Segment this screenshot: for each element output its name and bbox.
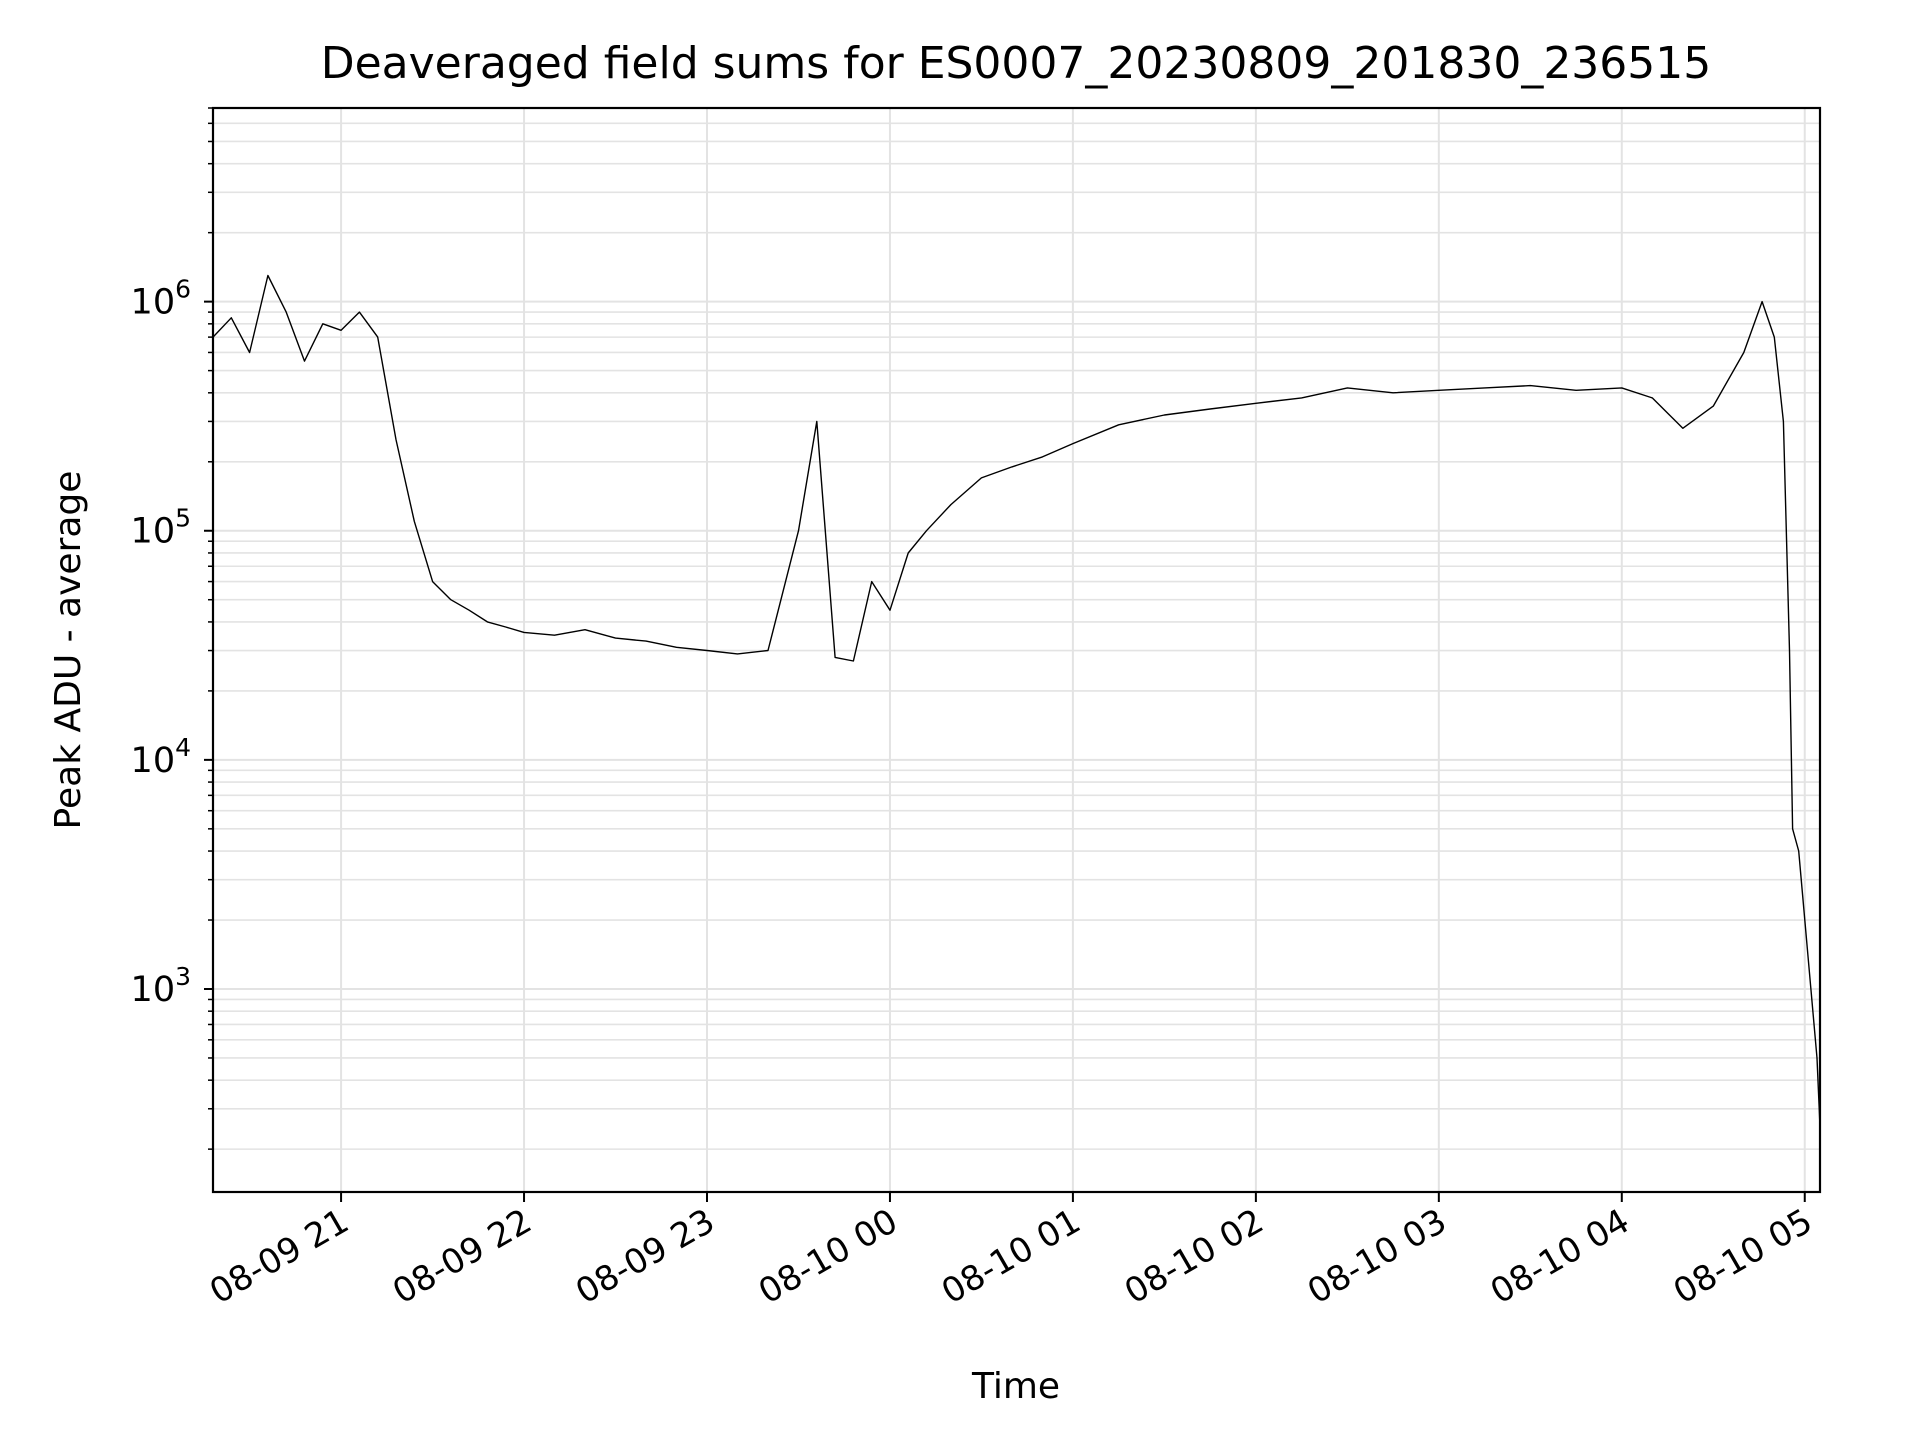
series-layer [212,274,1821,1127]
grid [213,107,1820,1192]
y-tick-label: 105 [131,504,191,552]
y-tick-label: 106 [131,275,191,323]
chart-title: Deaveraged field sums for ES0007_2023080… [321,38,1712,89]
y-axis-label: Peak ADU - average [48,471,89,830]
x-axis-label: Time [971,1366,1060,1407]
y-tick-label: 103 [131,962,191,1010]
y-tick-label: 104 [131,733,191,781]
series-line [212,274,1821,1127]
